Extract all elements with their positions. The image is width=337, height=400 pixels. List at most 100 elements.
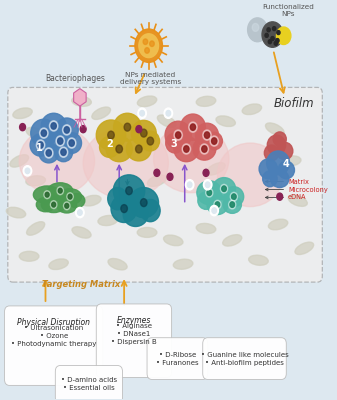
- Ellipse shape: [83, 127, 168, 199]
- Circle shape: [212, 138, 217, 144]
- Circle shape: [214, 200, 221, 209]
- Ellipse shape: [267, 135, 286, 155]
- Circle shape: [108, 131, 114, 139]
- Ellipse shape: [271, 170, 289, 188]
- Circle shape: [206, 188, 213, 197]
- Ellipse shape: [111, 195, 137, 222]
- Ellipse shape: [268, 219, 288, 230]
- Circle shape: [138, 108, 146, 118]
- Circle shape: [140, 110, 145, 116]
- Circle shape: [262, 22, 283, 47]
- Circle shape: [277, 193, 283, 200]
- Ellipse shape: [62, 133, 82, 153]
- Ellipse shape: [19, 251, 39, 261]
- Ellipse shape: [249, 255, 268, 265]
- Circle shape: [276, 38, 279, 42]
- Ellipse shape: [92, 107, 111, 120]
- Ellipse shape: [195, 123, 218, 147]
- Ellipse shape: [223, 196, 241, 213]
- Ellipse shape: [129, 188, 158, 218]
- Circle shape: [45, 192, 49, 197]
- Ellipse shape: [163, 235, 183, 246]
- Circle shape: [205, 182, 210, 188]
- Text: Targeting Matrix: Targeting Matrix: [42, 280, 121, 289]
- Text: 2: 2: [106, 139, 113, 149]
- Circle shape: [135, 29, 162, 62]
- Circle shape: [265, 33, 268, 37]
- Text: NPs mediated
delivery systems: NPs mediated delivery systems: [120, 72, 181, 84]
- Ellipse shape: [10, 155, 29, 167]
- Text: Bacteriophages: Bacteriophages: [45, 74, 105, 84]
- Text: 1: 1: [36, 143, 42, 153]
- Circle shape: [68, 194, 72, 199]
- Ellipse shape: [137, 96, 157, 107]
- Ellipse shape: [72, 227, 91, 238]
- Circle shape: [166, 110, 171, 116]
- Circle shape: [277, 30, 280, 34]
- Ellipse shape: [82, 195, 101, 206]
- Text: Functionalized
NPs: Functionalized NPs: [262, 4, 314, 17]
- Ellipse shape: [6, 207, 26, 218]
- Text: • D-amino acids
• Essential oils: • D-amino acids • Essential oils: [61, 378, 117, 392]
- Ellipse shape: [288, 195, 307, 206]
- Ellipse shape: [196, 96, 216, 106]
- Ellipse shape: [99, 137, 119, 157]
- Circle shape: [220, 184, 227, 193]
- Circle shape: [150, 41, 154, 46]
- Ellipse shape: [174, 136, 199, 162]
- Ellipse shape: [55, 118, 78, 142]
- Circle shape: [58, 188, 62, 193]
- Circle shape: [67, 193, 73, 201]
- Ellipse shape: [33, 186, 61, 204]
- FancyBboxPatch shape: [55, 366, 122, 400]
- Ellipse shape: [266, 123, 284, 135]
- Circle shape: [147, 137, 154, 145]
- Ellipse shape: [108, 258, 127, 270]
- Ellipse shape: [123, 203, 148, 226]
- Circle shape: [204, 180, 212, 190]
- Circle shape: [248, 18, 267, 42]
- Circle shape: [75, 208, 84, 218]
- Circle shape: [228, 200, 236, 209]
- Circle shape: [164, 108, 173, 118]
- Circle shape: [64, 127, 69, 133]
- Ellipse shape: [193, 138, 216, 160]
- Circle shape: [182, 144, 191, 154]
- Circle shape: [212, 208, 216, 213]
- Circle shape: [41, 130, 47, 136]
- Text: Enzymes: Enzymes: [117, 316, 151, 325]
- Ellipse shape: [30, 134, 51, 156]
- Circle shape: [141, 199, 147, 207]
- Ellipse shape: [131, 120, 156, 146]
- Polygon shape: [74, 89, 86, 106]
- Ellipse shape: [106, 136, 132, 162]
- Circle shape: [202, 146, 207, 152]
- Ellipse shape: [157, 115, 176, 127]
- Circle shape: [174, 130, 182, 140]
- Ellipse shape: [54, 143, 73, 162]
- Text: • Guanine like molecules
• Anti-biofilm peptides: • Guanine like molecules • Anti-biofilm …: [201, 352, 288, 366]
- Circle shape: [232, 194, 236, 200]
- FancyBboxPatch shape: [147, 338, 208, 380]
- Text: 3: 3: [170, 139, 177, 149]
- Circle shape: [230, 202, 235, 208]
- Circle shape: [167, 173, 173, 180]
- Circle shape: [57, 187, 63, 195]
- Ellipse shape: [224, 187, 244, 207]
- Ellipse shape: [19, 127, 95, 195]
- FancyBboxPatch shape: [96, 304, 172, 378]
- Ellipse shape: [49, 259, 68, 270]
- Text: 4: 4: [283, 159, 290, 169]
- Text: Microcolony: Microcolony: [288, 186, 328, 192]
- Ellipse shape: [259, 159, 277, 179]
- Ellipse shape: [166, 133, 184, 153]
- Ellipse shape: [217, 143, 283, 207]
- Circle shape: [190, 124, 195, 130]
- Circle shape: [274, 41, 277, 45]
- Ellipse shape: [13, 108, 32, 118]
- Circle shape: [207, 190, 212, 196]
- Circle shape: [139, 34, 158, 58]
- Circle shape: [50, 121, 58, 131]
- Circle shape: [51, 123, 56, 129]
- Circle shape: [44, 191, 51, 199]
